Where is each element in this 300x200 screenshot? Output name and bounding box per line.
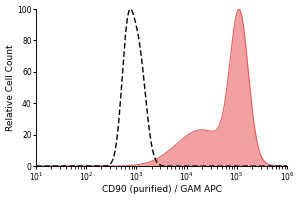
Y-axis label: Relative Cell Count: Relative Cell Count <box>6 44 15 131</box>
X-axis label: CD90 (purified) / GAM APC: CD90 (purified) / GAM APC <box>102 185 221 194</box>
